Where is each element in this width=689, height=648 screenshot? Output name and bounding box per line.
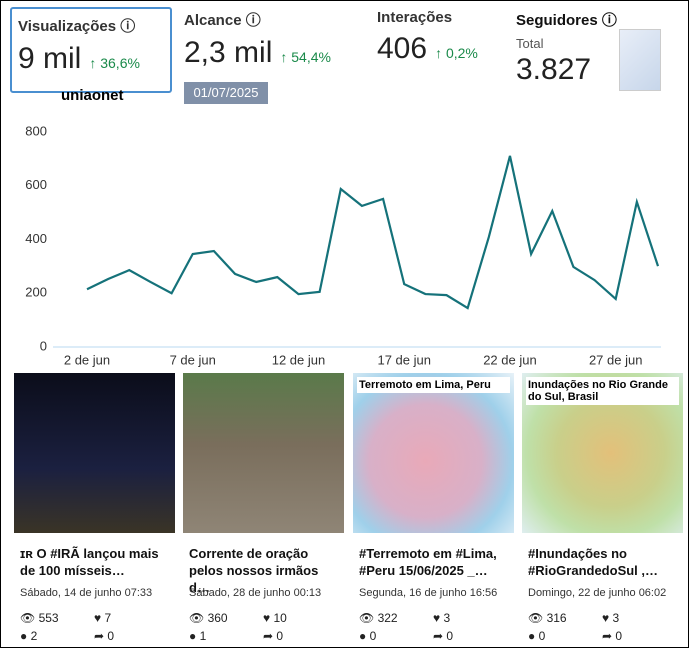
post-title: ɪʀ O #IRÃ lançou mais de 100 mísseis… — [20, 546, 159, 578]
post-stats: 👁 360 ♥ 10 ● 1 ➦ 0 — [189, 611, 338, 643]
post-card[interactable]: Terremoto em Lima, Peru #Terremoto em #Li… — [353, 373, 514, 643]
logo — [619, 29, 661, 91]
sublabel: Total — [516, 36, 544, 51]
label: Interações — [377, 9, 453, 26]
x-tick-label: 12 de jun — [272, 352, 326, 367]
post-date: Domingo, 22 de junho 06:02 — [528, 587, 667, 599]
x-tick-label: 7 de jun — [170, 352, 216, 367]
chart: 0 200 400 600 800 2 de jun 7 de jun 12 de jun 17… — [25, 123, 661, 367]
stat-comments: 0 — [369, 629, 377, 643]
post-title: Corrente de oração pelos nossos irmãos d… — [189, 546, 319, 595]
stat-shares: 0 — [446, 629, 454, 643]
stat: 👁 316 — [528, 611, 567, 625]
line-series — [86, 155, 660, 310]
x-tick-label: 22 de jun — [483, 352, 537, 367]
stat-views: 360 — [207, 611, 228, 625]
stat-comments: 2 — [30, 629, 38, 643]
post-date: Sábado, 14 de junho 07:33 — [20, 587, 153, 599]
post-card[interactable]: Inundações no Rio Grande do Sul, Brasil #… — [522, 373, 683, 643]
post-title: #Terremoto em #Lima, #Peru 15/06/2025 _… — [359, 546, 497, 578]
stat-views: 553 — [38, 611, 59, 625]
stat: 👁 553 — [20, 611, 59, 625]
stat: ♥ 3 — [433, 611, 451, 625]
y-tick-label: 0 — [40, 338, 47, 353]
value: 3.827 — [516, 53, 592, 86]
post-card[interactable]: Corrente de oração pelos nossos irmãos d… — [183, 373, 344, 643]
stat: 👁 360 — [189, 611, 228, 625]
stat: ● 0 — [528, 629, 546, 643]
x-tick-label: 2 de jun — [64, 352, 110, 367]
post-date: Sábado, 28 de junho 00:13 — [189, 587, 322, 599]
stat: ● 2 — [20, 629, 38, 643]
account-name: uniaonet — [61, 87, 124, 104]
stat: ➦ 0 — [433, 629, 454, 643]
stat: ➦ 0 — [94, 629, 115, 643]
stat-shares: 0 — [276, 629, 284, 643]
post-image — [14, 373, 175, 533]
stat-likes: 3 — [612, 611, 620, 625]
y-tick-label: 600 — [25, 177, 47, 192]
label: Seguidores — [516, 12, 598, 29]
stat-views: 322 — [377, 611, 398, 625]
y-tick-label: 400 — [25, 231, 47, 246]
stat-shares: 0 — [615, 629, 623, 643]
value: 2,3 mil — [184, 36, 273, 69]
metric-card[interactable]: Visualizações ⓘ 9 mil ↑ 36,6% — [10, 7, 172, 93]
stat: ♥ 10 — [263, 611, 287, 625]
stat-likes: 10 — [273, 611, 287, 625]
value: 9 mil — [18, 42, 82, 75]
x-tick-label: 27 de jun — [589, 352, 643, 367]
stat-comments: 1 — [199, 629, 207, 643]
stat: ➦ 0 — [263, 629, 284, 643]
post-title: #Inundações no #RioGrandedoSul ,… — [528, 546, 659, 578]
value: 406 — [377, 32, 428, 65]
stat-views: 316 — [546, 611, 567, 625]
metric-card[interactable]: Seguidores ⓘ Total 3.827 — [516, 12, 617, 86]
change: 36,6% — [100, 55, 140, 71]
stat: 👁 322 — [359, 611, 398, 625]
stat: ♥ 3 — [602, 611, 620, 625]
post-stats: 👁 553 ♥ 7 ● 2 ➦ 0 — [20, 611, 169, 643]
change: 0,2% — [445, 45, 478, 61]
image-caption: Terremoto em Lima, Peru — [357, 377, 510, 393]
change: 54,4% — [291, 49, 331, 65]
post-date: Segunda, 16 de junho 16:56 — [359, 587, 498, 599]
stat: ● 1 — [189, 629, 207, 643]
stat-comments: 0 — [538, 629, 546, 643]
metric-card[interactable]: Interações 406 ↑ 0,2% — [377, 9, 478, 65]
post-image — [183, 373, 344, 533]
post-card[interactable]: ɪʀ O #IRÃ lançou mais de 100 mísseis… Sáb… — [14, 373, 175, 643]
post-stats: 👁 316 ♥ 3 ● 0 ➦ 0 — [528, 611, 677, 643]
y-tick-label: 200 — [25, 285, 47, 300]
image-caption: Inundações no Rio Grande do Sul, Brasil — [526, 377, 679, 405]
post-stats: 👁 322 ♥ 3 ● 0 ➦ 0 — [359, 611, 508, 643]
stat: ➦ 0 — [602, 629, 623, 643]
stat-likes: 7 — [104, 611, 112, 625]
stat-shares: 0 — [107, 629, 115, 643]
stat: ♥ 7 — [94, 611, 112, 625]
date-tag: 01/07/2025 — [184, 82, 268, 104]
post-image: Inundações no Rio Grande do Sul, Brasil — [522, 373, 683, 533]
y-tick-label: 800 — [25, 123, 47, 138]
post-image: Terremoto em Lima, Peru — [353, 373, 514, 533]
label: Visualizações — [18, 18, 117, 35]
stat-likes: 3 — [443, 611, 451, 625]
stat: ● 0 — [359, 629, 377, 643]
x-tick-label: 17 de jun — [377, 352, 431, 367]
label: Alcance — [184, 12, 242, 29]
metric-card[interactable]: Alcance ⓘ 2,3 mil ↑ 54,4% — [184, 12, 331, 69]
